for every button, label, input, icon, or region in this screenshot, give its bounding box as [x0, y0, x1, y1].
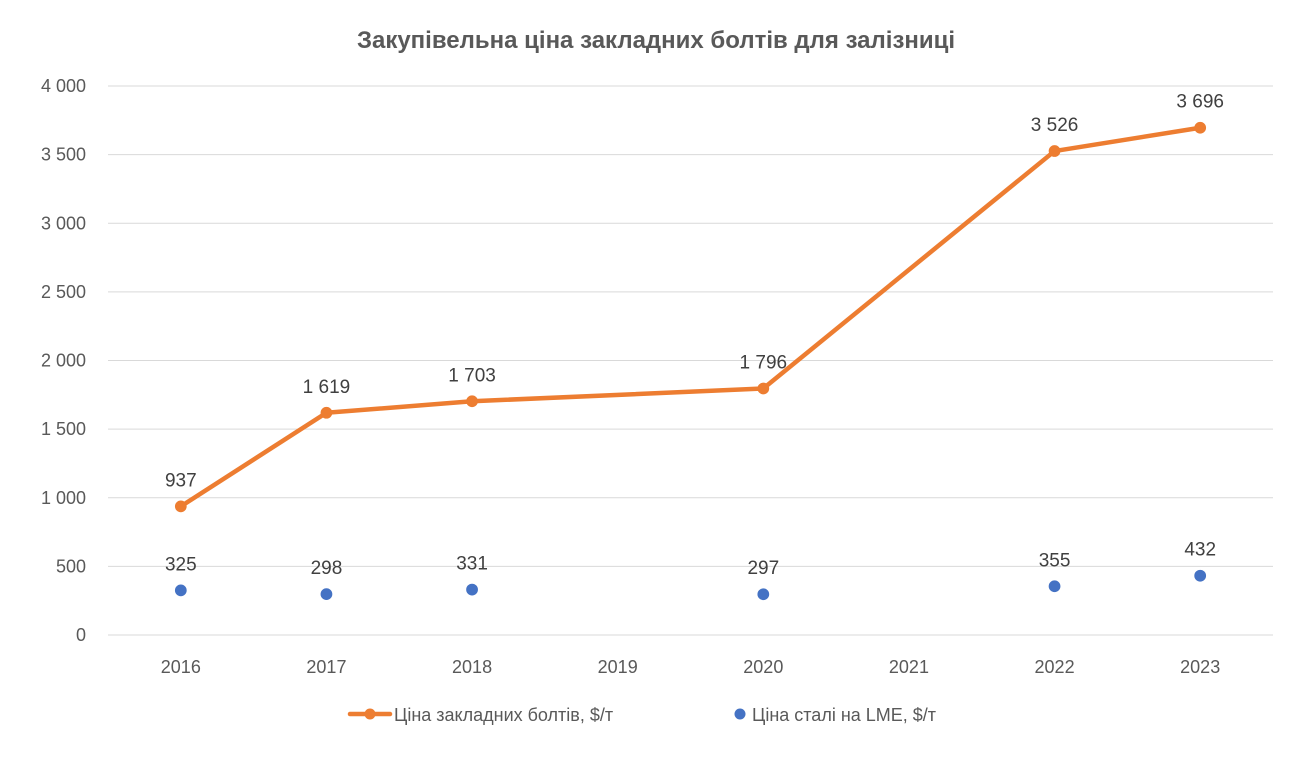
y-tick-label: 1 000 [41, 488, 86, 508]
y-axis-tick-labels: 0 500 1 000 1 500 2 000 2 500 3 000 3 500 4 000 [41, 76, 86, 645]
data-point [174, 500, 187, 513]
legend-swatch-marker [364, 708, 376, 720]
y-tick-label: 0 [76, 625, 86, 645]
data-point [320, 406, 333, 419]
data-point [1048, 145, 1061, 157]
y-tick-label: 3 000 [41, 213, 86, 233]
y-tick-label: 500 [56, 556, 86, 576]
data-point [1194, 569, 1207, 582]
x-tick-label: 2021 [889, 657, 929, 677]
legend-label: Ціна закладних болтів, $/т [394, 705, 613, 725]
data-label: 355 [1039, 550, 1071, 571]
y-tick-label: 2 500 [41, 282, 86, 302]
series-line [178, 125, 1203, 509]
x-tick-label: 2017 [306, 657, 346, 677]
x-tick-label: 2016 [161, 657, 201, 677]
data-point [174, 584, 187, 597]
data-point [1194, 121, 1207, 134]
data-point [466, 395, 478, 408]
legend-label: Ціна сталі на LME, $/т [752, 705, 936, 725]
series [174, 121, 1207, 601]
data-label: 331 [456, 554, 488, 575]
data-label: 297 [747, 558, 779, 579]
legend-swatch-marker [734, 708, 746, 720]
data-point [1048, 580, 1061, 593]
data-label: 1 619 [303, 377, 351, 398]
data-label: 1 703 [448, 365, 496, 386]
y-tick-label: 1 500 [41, 419, 86, 439]
data-label: 1 796 [740, 352, 788, 373]
series-0 [174, 121, 1207, 513]
data-point [466, 583, 478, 596]
data-point [757, 588, 770, 601]
data-point [757, 382, 770, 395]
x-tick-label: 2020 [743, 657, 783, 677]
data-label: 325 [165, 554, 197, 575]
x-axis-tick-labels: 2016 2017 2018 2019 2020 2021 2022 2023 [161, 657, 1220, 677]
legend-item-0: Ціна закладних болтів, $/т [347, 705, 613, 725]
data-label: 937 [165, 470, 197, 491]
data-label: 432 [1184, 540, 1216, 561]
y-tick-label: 3 500 [41, 145, 86, 165]
x-tick-label: 2018 [452, 657, 492, 677]
chart-title: Закупівельна ціна закладних болтів для з… [357, 27, 955, 54]
x-tick-label: 2022 [1035, 657, 1075, 677]
legend: Ціна закладних болтів, $/т Ціна сталі на … [347, 705, 936, 725]
data-label: 3 526 [1031, 115, 1079, 136]
data-label: 298 [311, 558, 343, 579]
y-tick-label: 4 000 [41, 76, 86, 96]
data-labels: 937 1 619 1 703 1 796 3 526 3 696 325 298 331 297… [165, 92, 1224, 580]
series-1 [174, 569, 1207, 601]
legend-item-1: Ціна сталі на LME, $/т [734, 705, 936, 725]
gridlines [108, 85, 1273, 636]
x-tick-label: 2019 [598, 657, 638, 677]
data-label: 3 696 [1176, 92, 1224, 113]
x-tick-label: 2023 [1180, 657, 1220, 677]
y-tick-label: 2 000 [41, 351, 86, 371]
data-point [320, 588, 333, 600]
